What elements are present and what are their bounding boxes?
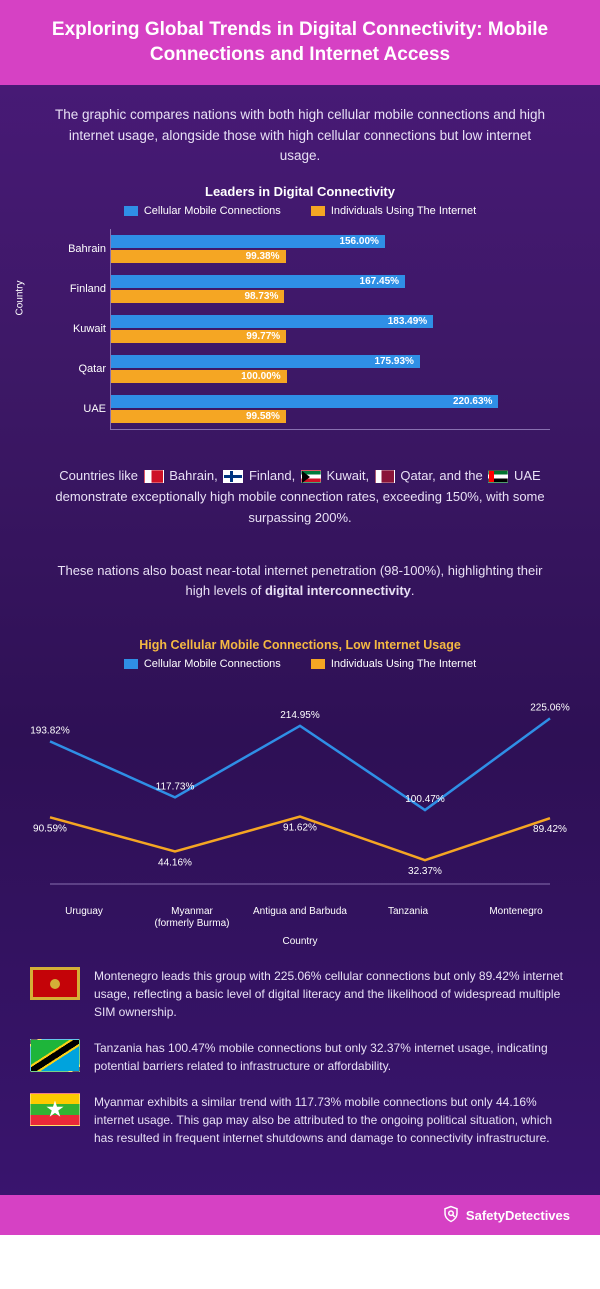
svg-text:90.59%: 90.59% xyxy=(33,823,67,834)
svg-text:100.47%: 100.47% xyxy=(405,794,445,805)
bar-row: Kuwait183.49%99.77% xyxy=(111,309,550,349)
svg-text:193.82%: 193.82% xyxy=(30,725,70,736)
country-bahrain: Bahrain, xyxy=(169,468,217,483)
legend-label-mobile: Cellular Mobile Connections xyxy=(144,205,281,217)
mid-text-2: These nations also boast near-total inte… xyxy=(0,545,600,619)
bar-internet: 99.58% xyxy=(111,410,286,423)
bar-row: Finland167.45%98.73% xyxy=(111,269,550,309)
svg-text:117.73%: 117.73% xyxy=(156,781,195,792)
svg-text:44.16%: 44.16% xyxy=(158,858,192,869)
country-qatar: Qatar, xyxy=(400,468,435,483)
bar-internet: 98.73% xyxy=(111,290,284,303)
bar-country-label: Kuwait xyxy=(46,323,106,335)
line-x-labels: UruguayMyanmar(formerly Burma)Antigua an… xyxy=(30,906,570,930)
legend-swatch-internet xyxy=(311,206,325,216)
chart1-title: Leaders in Digital Connectivity xyxy=(0,184,600,199)
footer-brand: SafetyDetectives xyxy=(466,1208,570,1223)
shield-search-icon xyxy=(442,1205,460,1226)
flag-icon-qatar xyxy=(375,470,395,483)
svg-text:91.62%: 91.62% xyxy=(283,823,317,834)
bar-row: Qatar175.93%100.00% xyxy=(111,349,550,389)
line-chart-svg: 193.82% 117.73% 214.95% 100.47% 225.06% 90.59… xyxy=(30,682,570,902)
flag-icon-montenegro xyxy=(30,967,80,1000)
bar-mobile: 167.45% xyxy=(111,275,405,288)
bar-mobile: 183.49% xyxy=(111,315,433,328)
footer-brand-a: Safety xyxy=(466,1208,505,1223)
legend-item-internet: Individuals Using The Internet xyxy=(311,205,476,217)
legend-label-internet: Individuals Using The Internet xyxy=(331,205,476,217)
mid-text-2c: . xyxy=(411,583,415,598)
country-finland: Finland, xyxy=(249,468,295,483)
line-chart: 193.82% 117.73% 214.95% 100.47% 225.06% 90.59… xyxy=(30,682,570,902)
bar-country-label: Finland xyxy=(46,283,106,295)
flag-icon-finland xyxy=(223,470,243,483)
chart1-legend: Cellular Mobile Connections Individuals … xyxy=(0,205,600,217)
country-kuwait: Kuwait, xyxy=(326,468,369,483)
flag-icon-bahrain xyxy=(144,470,164,483)
flag-icon-kuwait xyxy=(301,470,321,483)
footer: SafetyDetectives xyxy=(0,1195,600,1235)
mid-text-and: and the xyxy=(439,468,486,483)
legend2-swatch-internet xyxy=(311,659,325,669)
bar-mobile: 220.63% xyxy=(111,395,498,408)
line-x-label: Tanzania xyxy=(354,906,462,930)
svg-text:214.95%: 214.95% xyxy=(280,710,320,721)
line-x-label: Myanmar(formerly Burma) xyxy=(138,906,246,930)
page-title: Exploring Global Trends in Digital Conne… xyxy=(30,18,570,67)
chart2-title: High Cellular Mobile Connections, Low In… xyxy=(0,638,600,652)
x-axis-title: Country xyxy=(0,936,600,947)
legend2-label-internet: Individuals Using The Internet xyxy=(331,658,476,670)
svg-text:89.42%: 89.42% xyxy=(533,824,567,835)
note-text-montenegro: Montenegro leads this group with 225.06%… xyxy=(94,967,570,1021)
bar-mobile: 175.93% xyxy=(111,355,420,368)
bar-area: Bahrain156.00%99.38%Finland167.45%98.73%… xyxy=(110,229,550,430)
svg-text:225.06%: 225.06% xyxy=(530,702,570,713)
bar-country-label: UAE xyxy=(46,403,106,415)
legend-item-mobile: Cellular Mobile Connections xyxy=(124,205,281,217)
line-x-label: Uruguay xyxy=(30,906,138,930)
legend2-label-mobile: Cellular Mobile Connections xyxy=(144,658,281,670)
footer-brand-b: Detectives xyxy=(505,1208,570,1223)
mid-text-1: Countries like Bahrain, Finland, Kuwait,… xyxy=(0,450,600,544)
mid-text-2b: digital interconnectivity xyxy=(265,583,411,598)
legend-swatch-mobile xyxy=(124,206,138,216)
notes-section: Montenegro leads this group with 225.06%… xyxy=(0,947,600,1195)
bar-chart: Country Bahrain156.00%99.38%Finland167.4… xyxy=(50,229,550,430)
bar-internet: 99.77% xyxy=(111,330,286,343)
bar-row: UAE220.63%99.58% xyxy=(111,389,550,429)
flag-icon-tanzania xyxy=(30,1039,80,1072)
bar-row: Bahrain156.00%99.38% xyxy=(111,229,550,269)
line-x-label: Antigua and Barbuda xyxy=(246,906,354,930)
header: Exploring Global Trends in Digital Conne… xyxy=(0,0,600,85)
line-x-label: Montenegro xyxy=(462,906,570,930)
legend2-swatch-mobile xyxy=(124,659,138,669)
svg-text:32.37%: 32.37% xyxy=(408,866,442,877)
bar-country-label: Qatar xyxy=(46,363,106,375)
flag-icon-uae xyxy=(488,470,508,483)
note-row-myanmar: Myanmar exhibits a similar trend with 11… xyxy=(30,1093,570,1147)
bar-mobile: 156.00% xyxy=(111,235,385,248)
mid-text-pre: Countries like xyxy=(59,468,141,483)
legend2-item-mobile: Cellular Mobile Connections xyxy=(124,658,281,670)
bar-internet: 100.00% xyxy=(111,370,287,383)
flag-icon-myanmar xyxy=(30,1093,80,1126)
chart2-legend: Cellular Mobile Connections Individuals … xyxy=(0,658,600,670)
bar-internet: 99.38% xyxy=(111,250,286,263)
note-row-tanzania: Tanzania has 100.47% mobile connections … xyxy=(30,1039,570,1075)
y-axis-label: Country xyxy=(15,280,26,315)
intro-text: The graphic compares nations with both h… xyxy=(0,85,600,176)
note-text-myanmar: Myanmar exhibits a similar trend with 11… xyxy=(94,1093,570,1147)
note-text-tanzania: Tanzania has 100.47% mobile connections … xyxy=(94,1039,570,1075)
bar-country-label: Bahrain xyxy=(46,243,106,255)
infographic-container: Exploring Global Trends in Digital Conne… xyxy=(0,0,600,1235)
legend2-item-internet: Individuals Using The Internet xyxy=(311,658,476,670)
note-row-montenegro: Montenegro leads this group with 225.06%… xyxy=(30,967,570,1021)
